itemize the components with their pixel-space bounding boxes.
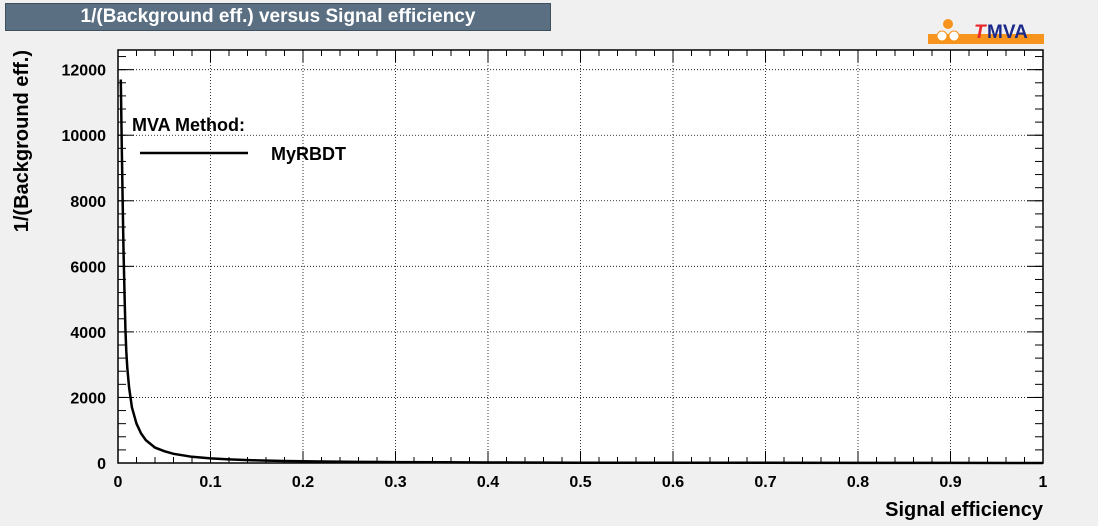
logo-t: T: [974, 22, 987, 43]
x-tick-label: 0.6: [662, 474, 684, 491]
legend-label-myrbdt: MyRBDT: [271, 144, 346, 164]
y-tick-label: 10000: [62, 128, 107, 145]
plot-frame: [117, 49, 1044, 464]
logo-mva: MVA: [987, 22, 1028, 43]
x-tick-label: 0.5: [569, 474, 591, 491]
y-tick-label: 2000: [70, 390, 106, 407]
x-tick-label: 1: [1039, 474, 1048, 491]
logo-bar: [928, 34, 1044, 44]
x-tick-label: 0.4: [477, 474, 499, 491]
y-tick-label: 6000: [70, 259, 106, 276]
y-tick-label: 12000: [62, 63, 107, 80]
x-tick-label: 0.2: [292, 474, 314, 491]
logo-dot-right: [948, 30, 960, 42]
x-tick-label: 0.3: [384, 474, 406, 491]
y-axis-title: 1/(Background eff.): [11, 50, 33, 232]
logo-dot-left: [936, 30, 948, 42]
x-axis-title: Signal efficiency: [885, 499, 1044, 521]
x-tick-label: 0.1: [199, 474, 221, 491]
x-tick-label: 0.9: [939, 474, 961, 491]
logo-dot-top: [943, 19, 953, 29]
tmva-logo: T MVA: [928, 19, 1044, 44]
series-line-myrbdt: [119, 79, 1044, 465]
chart-title: 1/(Background eff.) versus Signal effici…: [5, 3, 551, 31]
y-tick-label: 4000: [70, 325, 106, 342]
y-tick-label: 8000: [70, 194, 106, 211]
x-tick-labels: 0 0.1 0.2 0.3 0.4 0.5 0.6 0.7 0.8 0.9 1: [114, 474, 1048, 491]
grid: [118, 50, 1043, 463]
x-tick-label: 0.8: [847, 474, 869, 491]
legend-header: MVA Method:: [132, 115, 245, 135]
x-tick-label: 0.7: [754, 474, 776, 491]
y-tick-label: 0: [97, 456, 106, 473]
x-tick-label: 0: [114, 474, 123, 491]
y-tick-labels: 0 2000 4000 6000 8000 10000 12000: [62, 63, 107, 473]
